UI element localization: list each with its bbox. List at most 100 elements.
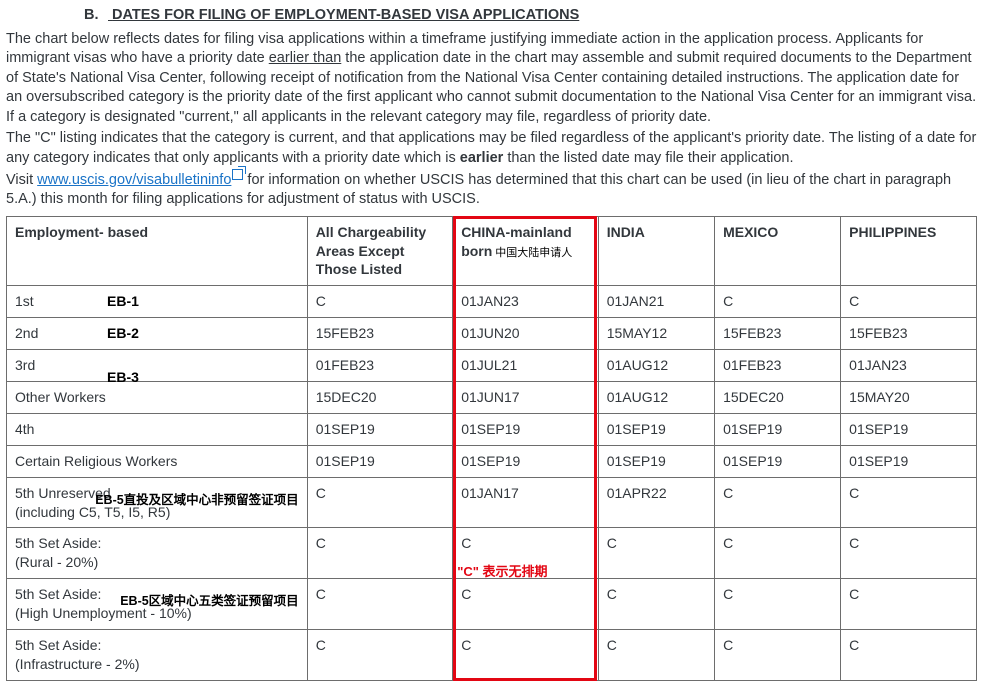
red-note: "C" 表示无排期 xyxy=(457,563,547,581)
data-cell: 01SEP19 xyxy=(307,413,453,445)
data-cell: 15DEC20 xyxy=(307,381,453,413)
row-label-text: 3rd xyxy=(15,357,35,373)
data-cell: 01FEB23 xyxy=(307,350,453,382)
data-cell: 01AUG12 xyxy=(598,381,714,413)
visa-dates-table: Employment- based All Chargeability Area… xyxy=(6,216,977,681)
section-heading: B. DATES FOR FILING OF EMPLOYMENT-BASED … xyxy=(6,6,977,26)
data-cell: C xyxy=(841,286,977,318)
data-cell: C xyxy=(598,528,714,579)
table-row: Other Workers15DEC2001JUN1701AUG1215DEC2… xyxy=(7,381,977,413)
data-cell: C xyxy=(841,477,977,528)
row-label-text: 5th Set Aside: xyxy=(15,535,101,551)
data-cell: 01JUN17 xyxy=(453,381,599,413)
row-label-text: 2nd xyxy=(15,325,38,341)
row-label-text: Certain Religious Workers xyxy=(15,453,177,469)
intro-paragraph-2: The "C" listing indicates that the categ… xyxy=(6,129,977,168)
data-cell: 01AUG12 xyxy=(598,350,714,382)
china-sub: 中国大陆申请人 xyxy=(495,246,572,261)
col-employment-based: Employment- based xyxy=(7,216,308,286)
uscis-link[interactable]: www.uscis.gov/visabulletininfo xyxy=(37,172,231,188)
data-cell: C xyxy=(841,579,977,630)
link-text: www.uscis.gov/visabulletininfo xyxy=(37,172,231,188)
data-cell: 01JAN23 xyxy=(453,286,599,318)
table-row: 1stEB-1C01JAN2301JAN21CC xyxy=(7,286,977,318)
data-cell: 01SEP19 xyxy=(715,445,841,477)
p2-bold: earlier xyxy=(460,150,504,166)
data-cell: C xyxy=(307,579,453,630)
hdr4: MEXICO xyxy=(723,224,778,240)
p3a: Visit xyxy=(6,172,37,188)
col-all-chargeability: All Chargeability Areas Except Those Lis… xyxy=(307,216,453,286)
table-wrap: Employment- based All Chargeability Area… xyxy=(6,216,977,681)
col-philippines: PHILIPPINES xyxy=(841,216,977,286)
col-mexico: MEXICO xyxy=(715,216,841,286)
data-cell: C xyxy=(715,528,841,579)
data-cell: 01SEP19 xyxy=(841,445,977,477)
row-label-text: (Rural - 20%) xyxy=(15,554,98,570)
data-cell: 15FEB23 xyxy=(841,318,977,350)
p2b: than the listed date may file their appl… xyxy=(503,150,793,166)
data-cell: C xyxy=(715,579,841,630)
table-row: 2ndEB-215FEB2301JUN2015MAY1215FEB2315FEB… xyxy=(7,318,977,350)
hdr5: PHILIPPINES xyxy=(849,224,936,240)
data-cell: C xyxy=(307,528,453,579)
row-label-cell: 2ndEB-2 xyxy=(7,318,308,350)
row-label-cell: 3rdEB-3 xyxy=(7,350,308,382)
hdr0: Employment- based xyxy=(15,224,148,240)
data-cell: 15MAY20 xyxy=(841,381,977,413)
data-cell: 01SEP19 xyxy=(598,413,714,445)
intro-paragraph-3: Visit www.uscis.gov/visabulletininfo for… xyxy=(6,171,977,210)
data-cell: C xyxy=(715,629,841,680)
col-india: INDIA xyxy=(598,216,714,286)
row-label-text: (including C5, T5, I5, R5) xyxy=(15,504,170,520)
row-label-text: Other Workers xyxy=(15,389,106,405)
row-label-cell: Certain Religious Workers xyxy=(7,445,308,477)
data-cell: C xyxy=(715,477,841,528)
table-row: 4th01SEP1901SEP1901SEP1901SEP1901SEP19 xyxy=(7,413,977,445)
data-cell: 01SEP19 xyxy=(715,413,841,445)
data-cell: C xyxy=(841,528,977,579)
data-cell: C xyxy=(453,579,599,630)
row-label-text: (High Unemployment - 10%) xyxy=(15,605,192,621)
data-cell: 01SEP19 xyxy=(598,445,714,477)
data-cell: C xyxy=(307,629,453,680)
row-label-text: 5th Set Aside: xyxy=(15,637,101,653)
table-row: 5th Set Aside:(Infrastructure - 2%)CCCCC xyxy=(7,629,977,680)
data-cell: C xyxy=(598,579,714,630)
data-cell: C xyxy=(715,286,841,318)
hdr1: All Chargeability Areas Except Those Lis… xyxy=(316,224,426,278)
row-label-cell: 5th Set Aside: (Rural - 20%) xyxy=(7,528,308,579)
data-cell: 01JAN23 xyxy=(841,350,977,382)
data-cell: 01SEP19 xyxy=(841,413,977,445)
data-cell: C xyxy=(307,286,453,318)
heading-letter: B. xyxy=(84,6,108,26)
table-row: 5th Unreserved(including C5, T5, I5, R5)… xyxy=(7,477,977,528)
col-china-mainland: CHINA-mainland born中国大陆申请人 xyxy=(453,216,599,286)
data-cell: C"C" 表示无排期 xyxy=(453,528,599,579)
data-cell: 01JAN17 xyxy=(453,477,599,528)
data-cell: 01SEP19 xyxy=(453,445,599,477)
table-row: 5th Set Aside:(Rural - 20%)CC"C" 表示无排期CC… xyxy=(7,528,977,579)
external-link-icon xyxy=(232,169,243,180)
row-label-text: 5th Set Aside: xyxy=(15,586,101,602)
row-label-cell: 5th Set Aside: (Infrastructure - 2%) xyxy=(7,629,308,680)
row-label-cell: 1stEB-1 xyxy=(7,286,308,318)
row-label-cell: 5th Set Aside:(High Unemployment - 10%)E… xyxy=(7,579,308,630)
row-label-text: (Infrastructure - 2%) xyxy=(15,656,139,672)
data-cell: 01JAN21 xyxy=(598,286,714,318)
data-cell: C xyxy=(453,629,599,680)
row-label-cell: Other Workers xyxy=(7,381,308,413)
row-label-text: 4th xyxy=(15,421,34,437)
data-cell: 15FEB23 xyxy=(307,318,453,350)
data-cell: 15MAY12 xyxy=(598,318,714,350)
data-cell: 15FEB23 xyxy=(715,318,841,350)
data-cell: 01JUN20 xyxy=(453,318,599,350)
data-cell: C xyxy=(598,629,714,680)
row-label-cell: 4th xyxy=(7,413,308,445)
heading-title: DATES FOR FILING OF EMPLOYMENT-BASED VIS… xyxy=(112,7,579,23)
eb-annotation: EB-1 xyxy=(107,292,139,311)
table-header-row: Employment- based All Chargeability Area… xyxy=(7,216,977,286)
data-cell: 01FEB23 xyxy=(715,350,841,382)
table-row: Certain Religious Workers01SEP1901SEP190… xyxy=(7,445,977,477)
data-cell: 15DEC20 xyxy=(715,381,841,413)
